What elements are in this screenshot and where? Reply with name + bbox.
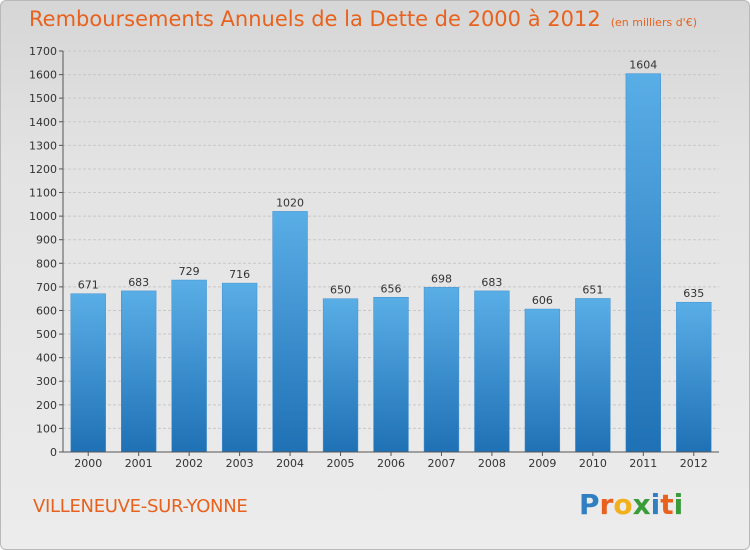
- x-tick-label: 2002: [175, 457, 203, 470]
- y-tick-label: 100: [36, 422, 57, 435]
- x-tick-label: 2007: [427, 457, 455, 470]
- data-label: 1604: [629, 59, 657, 72]
- y-tick-label: 200: [36, 399, 57, 412]
- bar: [423, 287, 460, 453]
- y-tick-label: 700: [36, 281, 57, 294]
- y-tick-label: 1500: [29, 92, 57, 105]
- y-tick-label: 1700: [29, 45, 57, 58]
- bar: [171, 279, 207, 453]
- city-name: VILLENEUVE-SUR-YONNE: [33, 496, 248, 517]
- data-label: 671: [78, 279, 99, 292]
- logo-letter: t: [660, 488, 674, 521]
- logo-letter: i: [650, 488, 661, 521]
- logo-letter: i: [673, 488, 684, 521]
- bars: [70, 73, 712, 453]
- x-tick-label: 2004: [276, 457, 304, 470]
- data-label: 651: [582, 283, 603, 296]
- logo-letter: P: [579, 488, 600, 521]
- bar: [524, 308, 561, 453]
- x-tick-label: 2001: [125, 457, 153, 470]
- logo-letter: x: [632, 488, 651, 521]
- x-tick-label: 2000: [74, 457, 102, 470]
- x-tick-label: 2005: [327, 457, 355, 470]
- y-tick-label: 1200: [29, 163, 57, 176]
- bar: [676, 301, 712, 453]
- bar: [625, 73, 661, 453]
- y-tick-label: 300: [36, 375, 57, 388]
- chart-unit: (en milliers d'€): [610, 16, 697, 29]
- data-label: 606: [532, 294, 553, 307]
- proxiti-logo: Proxiti: [579, 488, 683, 521]
- data-label: 656: [381, 282, 402, 295]
- data-label: 635: [683, 287, 704, 300]
- axes: [59, 50, 719, 456]
- labels: 0 100 200 300 400 500 600 700 800 900 1000 1100 1200…: [29, 45, 708, 470]
- bar: [474, 290, 510, 453]
- x-tick-label: 2003: [226, 457, 254, 470]
- y-tick-label: 1000: [29, 210, 57, 223]
- y-tick-label: 900: [36, 234, 57, 247]
- bar: [575, 298, 611, 453]
- y-tick-label: 1300: [29, 139, 57, 152]
- x-tick-label: 2011: [629, 457, 657, 470]
- x-tick-label: 2012: [680, 457, 708, 470]
- y-tick-label: 1400: [29, 116, 57, 129]
- x-tick-label: 2008: [478, 457, 506, 470]
- bar: [373, 297, 409, 453]
- bar: [322, 298, 359, 453]
- chart-title-text: Remboursements Annuels de la Dette de 20…: [29, 7, 601, 31]
- data-label: 716: [229, 268, 250, 281]
- y-tick-label: 1100: [29, 187, 57, 200]
- y-tick-label: 0: [50, 446, 57, 459]
- data-label: 1020: [276, 196, 304, 209]
- bar: [221, 282, 258, 453]
- y-tick-label: 500: [36, 328, 57, 341]
- bar: [70, 293, 106, 453]
- y-tick-label: 800: [36, 257, 57, 270]
- data-label: 650: [330, 284, 351, 297]
- bar: [272, 211, 308, 453]
- logo-letter: o: [613, 488, 633, 521]
- y-tick-label: 600: [36, 304, 57, 317]
- y-tick-label: 400: [36, 352, 57, 365]
- data-label: 698: [431, 272, 452, 285]
- x-tick-label: 2006: [377, 457, 405, 470]
- x-tick-label: 2010: [579, 457, 607, 470]
- data-label: 683: [481, 276, 502, 289]
- data-label: 683: [128, 276, 149, 289]
- chart-title: Remboursements Annuels de la Dette de 20…: [29, 7, 697, 31]
- data-label: 729: [179, 265, 200, 278]
- x-tick-label: 2009: [528, 457, 556, 470]
- y-tick-label: 1600: [29, 69, 57, 82]
- logo-letter: r: [599, 488, 614, 521]
- bar: [121, 290, 157, 453]
